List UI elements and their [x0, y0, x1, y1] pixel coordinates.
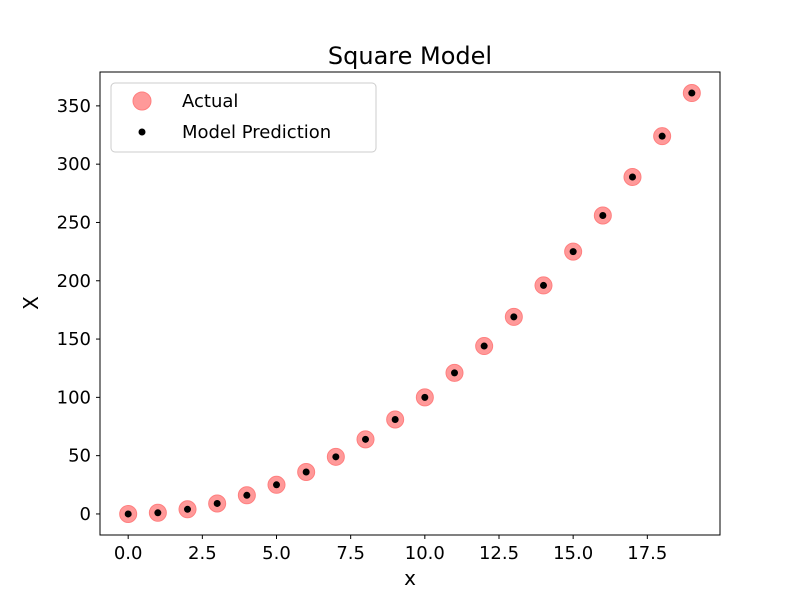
prediction-point — [450, 369, 458, 377]
y-tick-label: 250 — [57, 212, 91, 233]
prediction-point — [688, 89, 696, 97]
x-tick-label: 17.5 — [627, 543, 667, 564]
prediction-point — [273, 481, 281, 489]
prediction-points — [124, 89, 696, 518]
y-axis-ticks: 0 50 100 150 200 250 300 350 — [57, 96, 100, 525]
prediction-point — [599, 211, 607, 219]
x-tick-label: 5.0 — [262, 543, 291, 564]
plot-frame — [99, 71, 721, 536]
x-tick-label: 7.5 — [336, 543, 365, 564]
legend-marker-actual — [132, 91, 152, 111]
y-tick-label: 200 — [57, 271, 91, 292]
prediction-point — [539, 281, 547, 289]
prediction-point — [658, 132, 666, 140]
prediction-point — [391, 416, 399, 424]
prediction-point — [421, 393, 429, 401]
y-tick-label: 0 — [80, 504, 91, 525]
x-tick-label: 10.0 — [405, 543, 445, 564]
x-tick-label: 2.5 — [188, 543, 217, 564]
x-tick-label: 0.0 — [114, 543, 143, 564]
y-tick-label: 350 — [57, 96, 91, 117]
legend-label-prediction: Model Prediction — [182, 122, 331, 143]
x-axis-ticks: 0.0 2.5 5.0 7.5 10.0 12.5 15.0 17.5 — [114, 535, 667, 564]
x-tick-label: 12.5 — [479, 543, 519, 564]
prediction-point — [124, 510, 132, 518]
prediction-point — [213, 499, 221, 507]
prediction-point — [362, 435, 370, 443]
prediction-point — [510, 313, 518, 321]
prediction-point — [332, 453, 340, 461]
prediction-point — [569, 248, 577, 256]
y-axis-label: X — [19, 296, 43, 310]
chart-title: Square Model — [328, 42, 492, 70]
prediction-point — [154, 509, 162, 517]
x-tick-label: 15.0 — [553, 543, 593, 564]
prediction-point — [184, 505, 192, 513]
legend-marker-prediction — [138, 128, 146, 136]
prediction-point — [302, 468, 310, 476]
y-tick-label: 50 — [68, 446, 91, 467]
y-tick-label: 100 — [57, 387, 91, 408]
legend-box — [110, 82, 377, 153]
legend: Actual Model Prediction — [110, 82, 377, 153]
y-tick-label: 300 — [57, 154, 91, 175]
y-tick-label: 150 — [57, 329, 91, 350]
prediction-point — [628, 173, 636, 181]
legend-label-actual: Actual — [182, 91, 238, 112]
prediction-point — [243, 491, 251, 499]
x-axis-label: x — [404, 566, 416, 590]
prediction-point — [480, 342, 488, 350]
